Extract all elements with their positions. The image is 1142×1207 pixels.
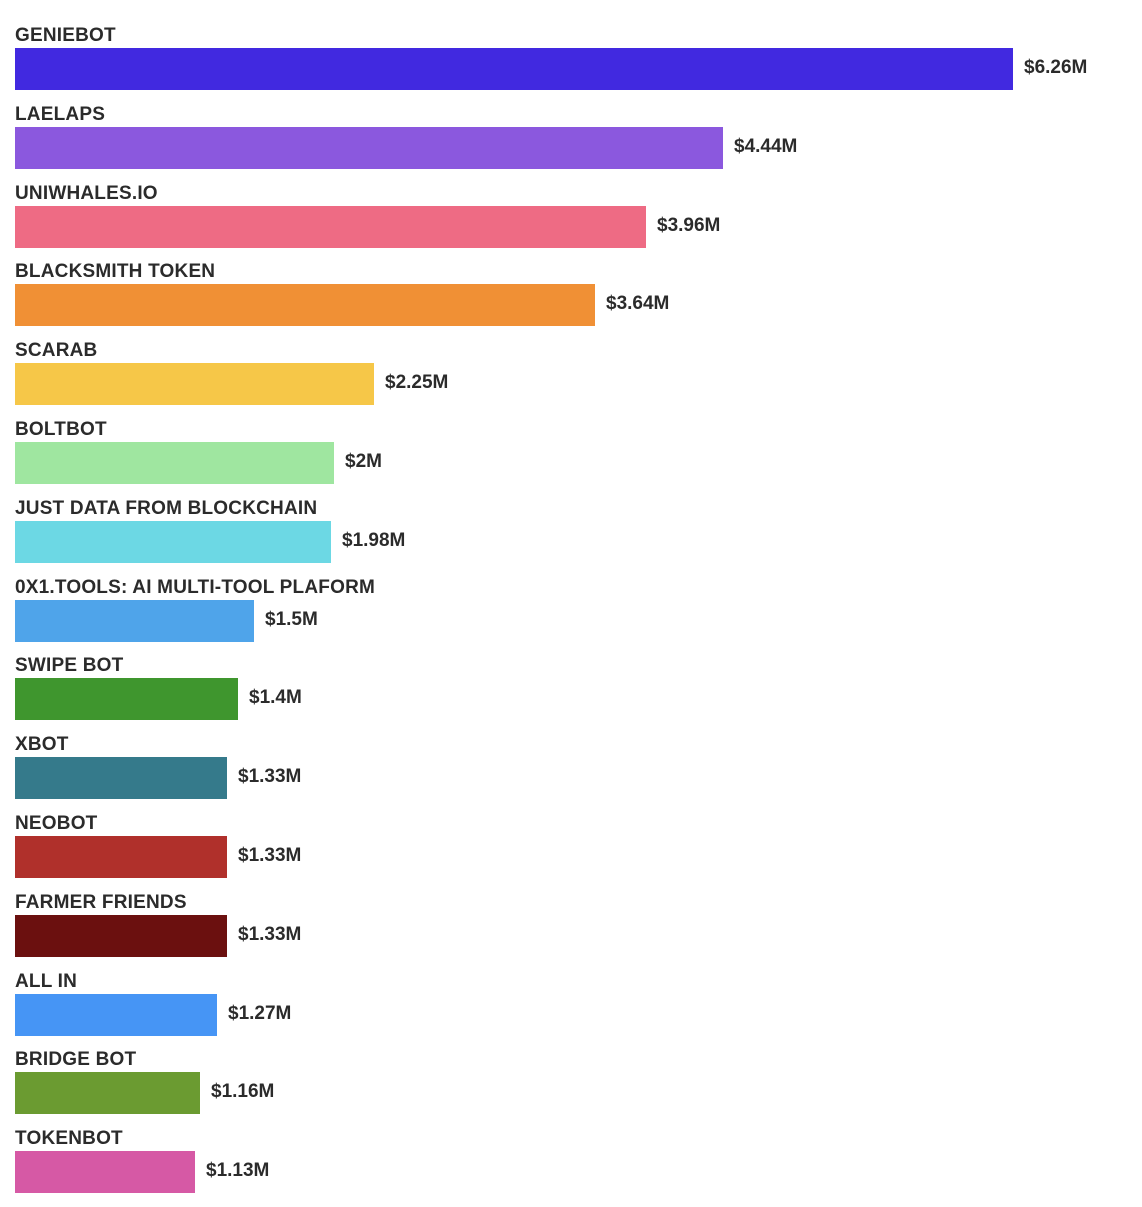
bar-label: LAELAPS	[15, 103, 106, 125]
bar-row: TOKENBOT $1.13M	[0, 1128, 1142, 1207]
bar-label: FARMER FRIENDS	[15, 891, 187, 913]
bar	[15, 205, 646, 248]
bar-label: BRIDGE BOT	[15, 1049, 137, 1071]
bar-row: SCARAB $2.25M	[0, 340, 1142, 419]
bar-row: XBOT $1.33M	[0, 734, 1142, 813]
bar-row: BLACKSMITH TOKEN $3.64M	[0, 261, 1142, 340]
bar-value-label: $1.33M	[238, 766, 302, 788]
bar-value-label: $1.13M	[206, 1160, 270, 1182]
bar-value-label: $1.33M	[238, 923, 302, 945]
bar-row: FARMER FRIENDS $1.33M	[0, 892, 1142, 971]
bar-label: NEOBOT	[15, 813, 98, 834]
bar	[15, 520, 331, 563]
bar	[15, 678, 238, 721]
bar-label: JUST DATA FROM BLOCKCHAIN	[15, 497, 318, 519]
bar	[15, 757, 227, 800]
bar-label: UNIWHALES.IO	[15, 182, 158, 204]
bar-row: 0X1.TOOLS: AI MULTI-TOOL PLAFORM $1.5M	[0, 577, 1142, 656]
bar-label: BLACKSMITH TOKEN	[15, 261, 216, 283]
bar	[15, 126, 723, 169]
bar-row: ALL IN $1.27M	[0, 971, 1142, 1050]
bar	[15, 836, 227, 878]
bar-value-label: $4.44M	[734, 135, 798, 157]
bar-row: BOLTBOT $2M	[0, 419, 1142, 498]
bar	[15, 48, 1013, 90]
bar-row: JUST DATA FROM BLOCKCHAIN $1.98M	[0, 498, 1142, 577]
bar-row: GENIEBOT $6.26M	[0, 25, 1142, 104]
bar-row: NEOBOT $1.33M	[0, 813, 1142, 892]
bar-label: BOLTBOT	[15, 419, 107, 440]
bar-value-label: $1.27M	[228, 1002, 292, 1024]
bar-value-label: $6.26M	[1024, 57, 1088, 78]
bar-value-label: $1.16M	[211, 1081, 275, 1103]
bar-label: GENIEBOT	[15, 25, 116, 46]
bar	[15, 1151, 195, 1194]
bar-label: XBOT	[15, 734, 69, 756]
bar-row: UNIWHALES.IO $3.96M	[0, 183, 1142, 262]
bar-label: SWIPE BOT	[15, 655, 124, 677]
bar-value-label: $1.33M	[238, 845, 302, 866]
bar-value-label: $2M	[345, 451, 382, 472]
bar	[15, 284, 595, 327]
bar-value-label: $1.98M	[342, 529, 406, 551]
bar-label: 0X1.TOOLS: AI MULTI-TOOL PLAFORM	[15, 576, 376, 598]
bar-value-label: $3.64M	[606, 293, 670, 315]
bar	[15, 993, 217, 1036]
bar-row: LAELAPS $4.44M	[0, 104, 1142, 183]
bar-value-label: $3.96M	[657, 214, 721, 236]
bar-value-label: $1.4M	[249, 687, 302, 709]
bar	[15, 1072, 200, 1115]
bar-value-label: $1.5M	[265, 608, 318, 630]
bar	[15, 914, 227, 957]
bar-label: TOKENBOT	[15, 1128, 123, 1150]
bar	[15, 442, 334, 484]
bar-label: SCARAB	[15, 340, 98, 362]
bar-value-label: $2.25M	[385, 372, 449, 394]
bar	[15, 363, 374, 406]
bar-row: BRIDGE BOT $1.16M	[0, 1049, 1142, 1128]
bar-row: SWIPE BOT $1.4M	[0, 655, 1142, 734]
bar-label: ALL IN	[15, 970, 78, 992]
bar	[15, 599, 254, 642]
